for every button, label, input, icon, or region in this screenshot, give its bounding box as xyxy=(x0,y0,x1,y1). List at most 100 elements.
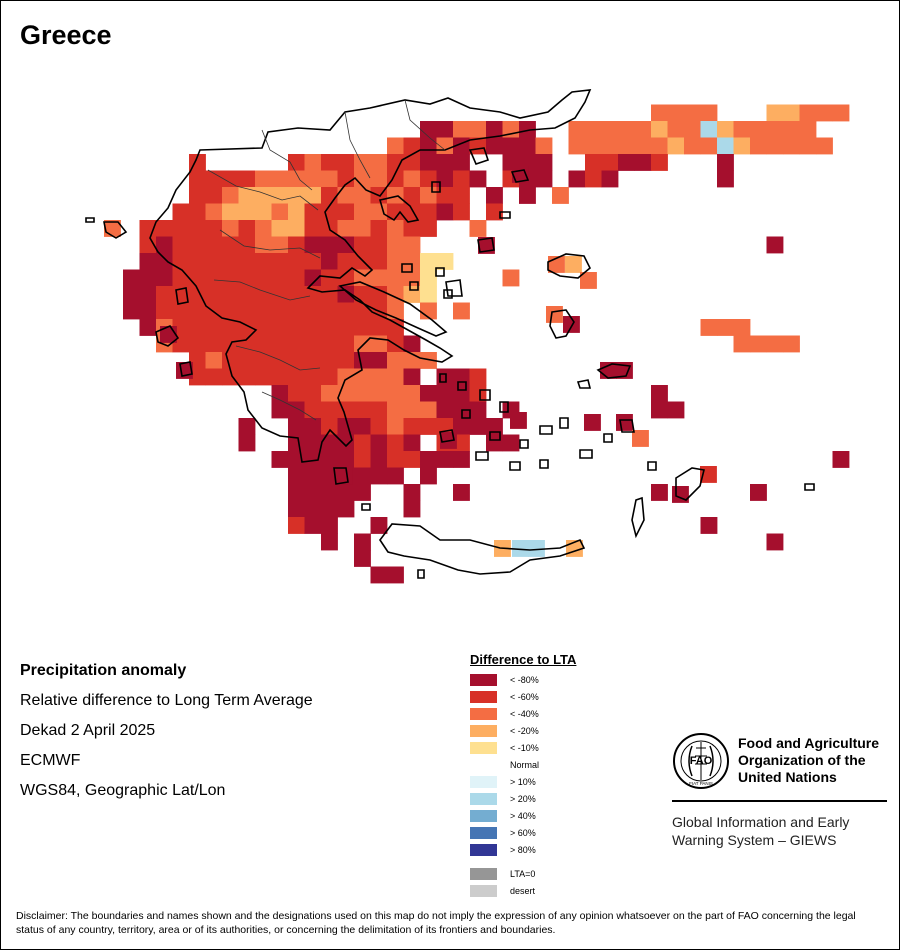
anomaly-cell xyxy=(403,253,421,270)
anomaly-cell xyxy=(222,269,239,287)
anomaly-cell xyxy=(584,414,601,431)
anomaly-cell xyxy=(354,385,371,402)
anomaly-cell xyxy=(205,286,223,303)
anomaly-cell xyxy=(321,319,338,336)
anomaly-cell xyxy=(139,253,157,270)
anomaly-cell xyxy=(288,401,305,419)
anomaly-cell xyxy=(205,187,223,204)
anomaly-cell xyxy=(684,121,701,138)
anomaly-cell xyxy=(502,434,520,452)
anomaly-cell xyxy=(370,203,388,221)
anomaly-cell xyxy=(172,269,190,287)
anomaly-cell xyxy=(420,203,437,221)
anomaly-cell xyxy=(420,418,437,435)
anomaly-cell xyxy=(288,368,305,386)
anomaly-cell xyxy=(684,104,701,122)
anomaly-cell xyxy=(354,467,371,485)
anomaly-cell xyxy=(288,236,305,254)
anomaly-cell xyxy=(321,302,338,320)
anomaly-cell xyxy=(271,170,289,188)
anomaly-cell xyxy=(337,236,355,254)
legend-label: < -60% xyxy=(510,692,539,702)
anomaly-cell xyxy=(222,286,239,303)
anomaly-cell xyxy=(420,121,437,138)
anomaly-cell xyxy=(321,517,338,534)
anomaly-cell xyxy=(354,319,371,336)
anomaly-cell xyxy=(304,154,322,171)
legend-swatch xyxy=(470,674,497,686)
anomaly-cell xyxy=(387,154,404,171)
anomaly-cell xyxy=(288,517,305,534)
anomaly-cell xyxy=(156,302,173,320)
anomaly-cell xyxy=(403,451,421,468)
anomaly-cell xyxy=(436,451,454,468)
anomaly-cell xyxy=(321,236,338,254)
anomaly-cell xyxy=(370,236,388,254)
anomaly-cell xyxy=(139,286,157,303)
anomaly-cell xyxy=(271,203,289,221)
anomaly-cell xyxy=(271,187,289,204)
legend-wet-classes: > 10% > 20% > 40% > 60% > 80% xyxy=(470,773,576,858)
anomaly-cell xyxy=(618,121,635,138)
anomaly-cell xyxy=(469,401,487,419)
anomaly-cell xyxy=(172,203,190,221)
anomaly-cell xyxy=(453,302,470,320)
anomaly-cell xyxy=(387,236,404,254)
anomaly-cell xyxy=(189,203,206,221)
giews-line-1: Global Information and Early xyxy=(672,814,850,830)
anomaly-cell xyxy=(750,121,767,138)
anomaly-cell xyxy=(832,104,850,122)
anomaly-cell xyxy=(535,154,553,171)
legend-other-classes: LTA=0 desert xyxy=(470,865,576,899)
anomaly-cell xyxy=(783,104,800,122)
anomaly-cell xyxy=(205,253,223,270)
anomaly-cell xyxy=(453,418,470,435)
anomaly-cell xyxy=(156,269,173,287)
anomaly-cell xyxy=(667,104,685,122)
anomaly-cell xyxy=(255,269,272,287)
anomaly-cell xyxy=(750,137,767,155)
anomaly-cell xyxy=(304,484,322,501)
anomaly-cell xyxy=(535,137,553,155)
legend-item: < -40% xyxy=(470,705,576,722)
anomaly-cell xyxy=(288,335,305,353)
anomaly-cell xyxy=(420,170,437,188)
anomaly-cell xyxy=(580,272,597,289)
anomaly-cell xyxy=(370,253,388,270)
anomaly-cell xyxy=(304,368,322,386)
anomaly-cell xyxy=(585,137,602,155)
anomaly-cell xyxy=(387,385,404,402)
anomaly-cell xyxy=(453,121,470,138)
fao-divider xyxy=(672,800,887,802)
legend-swatch xyxy=(470,708,497,720)
anomaly-cell xyxy=(337,220,355,237)
anomaly-cell xyxy=(766,533,784,551)
anomaly-cell xyxy=(816,137,833,155)
anomaly-cell xyxy=(321,500,338,518)
legend-label: < -20% xyxy=(510,726,539,736)
anomaly-cell xyxy=(321,170,338,188)
anomaly-cell xyxy=(370,418,388,435)
zakynthos-outline xyxy=(179,361,193,377)
map-title: Greece xyxy=(20,20,112,50)
anomaly-cell xyxy=(469,121,487,138)
anomaly-cell xyxy=(667,401,685,419)
anomaly-cell xyxy=(420,385,437,402)
anomaly-cell xyxy=(651,484,668,501)
anomaly-cell xyxy=(189,187,206,204)
anomaly-cell xyxy=(387,137,404,155)
anomaly-cell xyxy=(156,220,173,237)
anomaly-cell xyxy=(189,319,206,336)
anomaly-cell xyxy=(370,154,388,171)
anomaly-cell xyxy=(469,220,487,237)
anomaly-cell xyxy=(337,154,355,171)
legend-label: > 40% xyxy=(510,811,536,821)
legend-label: > 20% xyxy=(510,794,536,804)
anomaly-cell xyxy=(288,253,305,270)
legend-label: > 10% xyxy=(510,777,536,787)
anomaly-cell xyxy=(255,187,272,204)
anomaly-cell xyxy=(700,517,718,534)
anomaly-cell xyxy=(403,137,421,155)
anomaly-cell xyxy=(403,170,421,188)
fao-logo-letters: FAO xyxy=(690,755,713,767)
